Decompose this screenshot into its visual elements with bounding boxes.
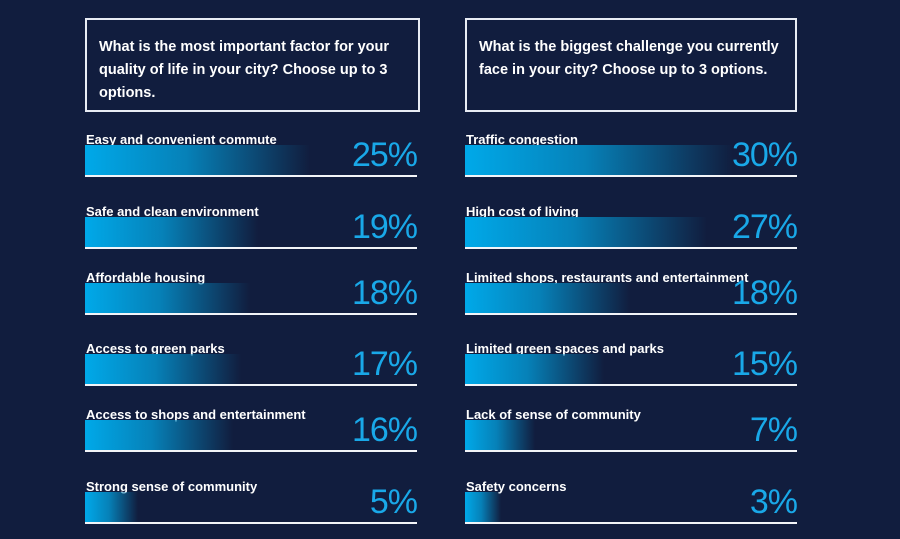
bar-row: Traffic congestion 30% — [465, 132, 798, 192]
value-label: 25% — [351, 136, 418, 174]
value-label: 18% — [731, 274, 798, 312]
value-label: 7% — [749, 411, 798, 449]
value-label: 3% — [749, 483, 798, 521]
category-label: High cost of living — [466, 204, 579, 219]
chart-right: Traffic congestion 30% High cost of livi… — [465, 0, 798, 524]
bar — [85, 217, 259, 247]
bar — [465, 420, 536, 450]
category-label: Safe and clean environment — [86, 204, 259, 219]
category-label: Safety concerns — [466, 479, 567, 494]
bar-row: Lack of sense of community 7% — [465, 407, 798, 467]
baseline — [85, 247, 417, 249]
baseline — [85, 522, 417, 524]
bar — [465, 217, 708, 247]
bar-row: Access to shops and entertainment 16% — [85, 407, 418, 467]
baseline — [465, 522, 797, 524]
bar — [85, 492, 138, 522]
bar — [465, 492, 501, 522]
bar — [85, 145, 310, 175]
category-label: Traffic congestion — [466, 132, 578, 147]
baseline — [465, 450, 797, 452]
value-label: 30% — [731, 136, 798, 174]
value-label: 17% — [351, 345, 418, 383]
baseline — [85, 384, 417, 386]
category-label: Access to green parks — [86, 341, 225, 356]
chart-title: What is the most important factor for yo… — [99, 39, 390, 101]
baseline — [465, 247, 797, 249]
category-label: Limited shops, restaurants and entertain… — [466, 270, 749, 285]
category-label: Lack of sense of community — [466, 407, 641, 422]
chart-left: Easy and convenient commute 25% Safe and… — [85, 0, 418, 524]
bar — [85, 354, 242, 384]
baseline — [85, 450, 417, 452]
chart-title: What is the biggest challenge you curren… — [479, 39, 779, 78]
bar-row: Affordable housing 18% — [85, 270, 418, 330]
value-label: 5% — [369, 483, 418, 521]
bar-row: Safe and clean environment 19% — [85, 204, 418, 264]
baseline — [85, 313, 417, 315]
category-label: Access to shops and entertainment — [86, 407, 306, 422]
bar-row: High cost of living 27% — [465, 204, 798, 264]
bar — [465, 354, 604, 384]
bar-row: Limited green spaces and parks 15% — [465, 341, 798, 401]
value-label: 18% — [351, 274, 418, 312]
baseline — [465, 384, 797, 386]
bar — [85, 420, 233, 450]
value-label: 15% — [731, 345, 798, 383]
category-label: Strong sense of community — [86, 479, 258, 494]
bar-row: Limited shops, restaurants and entertain… — [465, 270, 798, 330]
value-label: 16% — [351, 411, 418, 449]
category-label: Affordable housing — [86, 270, 206, 285]
bar-row: Easy and convenient commute 25% — [85, 132, 418, 192]
bar-row: Strong sense of community 5% — [85, 479, 418, 539]
bar-row: Safety concerns 3% — [465, 479, 798, 539]
bar — [465, 283, 630, 313]
question-box-right: What is the biggest challenge you curren… — [465, 18, 797, 112]
baseline — [465, 313, 797, 315]
value-label: 19% — [351, 208, 418, 246]
value-label: 27% — [731, 208, 798, 246]
bar-row: Access to green parks 17% — [85, 341, 418, 401]
bar — [465, 145, 733, 175]
category-label: Easy and convenient commute — [86, 132, 277, 147]
baseline — [85, 175, 417, 177]
question-box-left: What is the most important factor for yo… — [85, 18, 420, 112]
bar — [85, 283, 250, 313]
category-label: Limited green spaces and parks — [466, 341, 664, 356]
baseline — [465, 175, 797, 177]
